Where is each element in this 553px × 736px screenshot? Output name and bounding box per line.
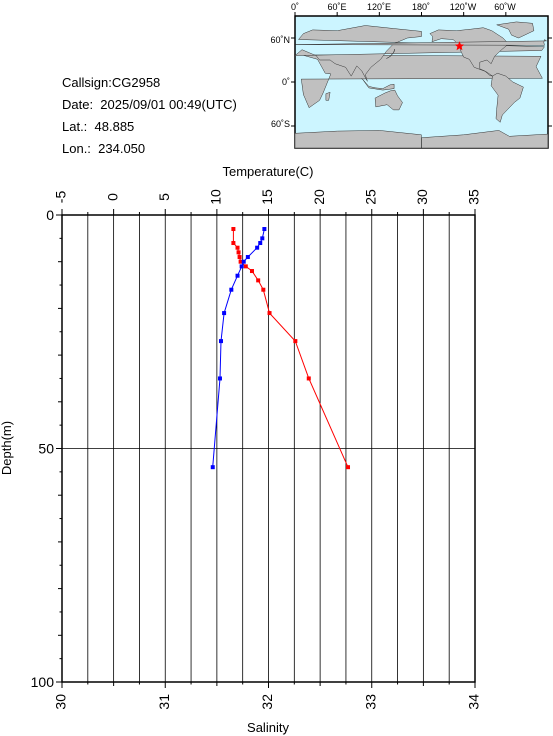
salinity-axis-label: Salinity [247,720,289,735]
temperature-tick-label: 30 [414,189,430,205]
land-south-america [490,72,524,123]
land-antarctica [294,130,422,149]
salinity-data-point [229,287,234,292]
temperature-tick-label: 5 [156,193,172,201]
date-text: Date: 2025/09/01 00:49(UTC) [62,97,237,112]
depth-tick-label: 0 [46,207,54,223]
world-map: 0˚ 60˚E 120˚E 180˚ 120˚W 60˚W 60˚N 0˚ 60… [270,2,552,149]
temperature-data-point [231,227,236,232]
salinity-tick-label: 33 [362,694,378,710]
map-top-tick-2: 120˚E [367,2,391,12]
longitude-text: Lon.: 234.050 [62,141,146,156]
depth-tick-label: 100 [31,674,55,690]
temperature-data-point [243,264,248,269]
temperature-data-point [231,241,236,246]
land-antarctica-west [421,130,549,149]
temperature-data-point [267,311,272,316]
temperature-tick-label: 15 [259,189,275,205]
map-top-tick-5: 60˚W [494,2,516,12]
temperature-tick-label: 20 [311,189,327,205]
salinity-data-point [260,236,265,241]
station-info: Callsign:CG2958 Date: 2025/09/01 00:49(U… [62,72,237,160]
salinity-data-point [255,245,260,250]
salinity-tick-label: 31 [156,694,172,710]
land-australia [374,89,403,111]
salinity-data-point [239,264,244,269]
map-frame-ticks [291,12,552,127]
series-layer [210,227,351,470]
grid-lines [61,215,476,682]
map-top-tick-1: 60˚E [327,2,346,12]
temperature-axis: -5 0 5 10 15 20 25 30 35 [53,189,482,215]
temperature-data-point [346,465,351,470]
map-left-tick-2: 60˚S [271,119,290,129]
latitude-text: Lat.: 48.885 [62,119,135,134]
temperature-data-point [306,376,311,381]
salinity-profile-line [212,228,265,468]
salinity-tick-label: 34 [466,694,482,710]
profile-chart: -5 0 5 10 15 20 25 30 35 30 31 32 33 34 0 50 100 Tempe… [0,164,482,735]
map-left-tick-0: 60˚N [270,35,290,45]
salinity-data-point [235,273,240,278]
temperature-tick-label: 35 [466,189,482,205]
land-japan [386,48,396,59]
salinity-data-point [210,465,215,470]
land-madagascar [325,91,331,101]
temperature-tick-label: -5 [53,191,69,204]
temperature-data-point [237,255,242,260]
map-top-tick-4: 120˚W [450,2,477,12]
land-indonesia [361,78,395,91]
salinity-data-point [262,227,267,232]
callsign-text: Callsign:CG2958 [62,75,161,90]
salinity-data-point [245,255,250,260]
temperature-tick-label: 25 [362,189,378,205]
salinity-data-point [217,376,222,381]
salinity-data-point [219,339,224,344]
temperature-data-point [238,259,243,264]
map-left-tick-1: 0˚ [282,77,290,87]
temperature-profile-line [232,229,349,468]
temperature-data-point [236,250,241,255]
depth-axis: 0 50 100 [31,207,62,690]
land-greenland [496,21,535,39]
depth-tick-label: 50 [38,441,54,457]
map-top-tick-0: 0˚ [291,2,299,12]
temperature-axis-label: Temperature(C) [222,164,313,179]
temperature-tick-label: 0 [104,193,120,201]
salinity-data-point [241,259,246,264]
salinity-tick-label: 32 [259,694,275,710]
temperature-data-point [256,278,261,283]
temperature-data-point [293,339,298,344]
salinity-axis: 30 31 32 33 34 [53,682,482,710]
salinity-data-point [258,241,263,246]
station-marker [454,41,465,51]
salinity-tick-label: 30 [53,694,69,710]
salinity-data-point [222,311,227,316]
map-top-tick-3: 180˚ [412,2,430,12]
temperature-data-point [235,245,240,250]
map-land [294,21,549,149]
land-europe-asia [294,25,545,82]
temperature-tick-label: 10 [208,189,224,205]
depth-axis-label: Depth(m) [0,421,14,475]
temperature-data-point [261,287,266,292]
land-uk [295,39,548,46]
temperature-data-point [249,269,254,274]
